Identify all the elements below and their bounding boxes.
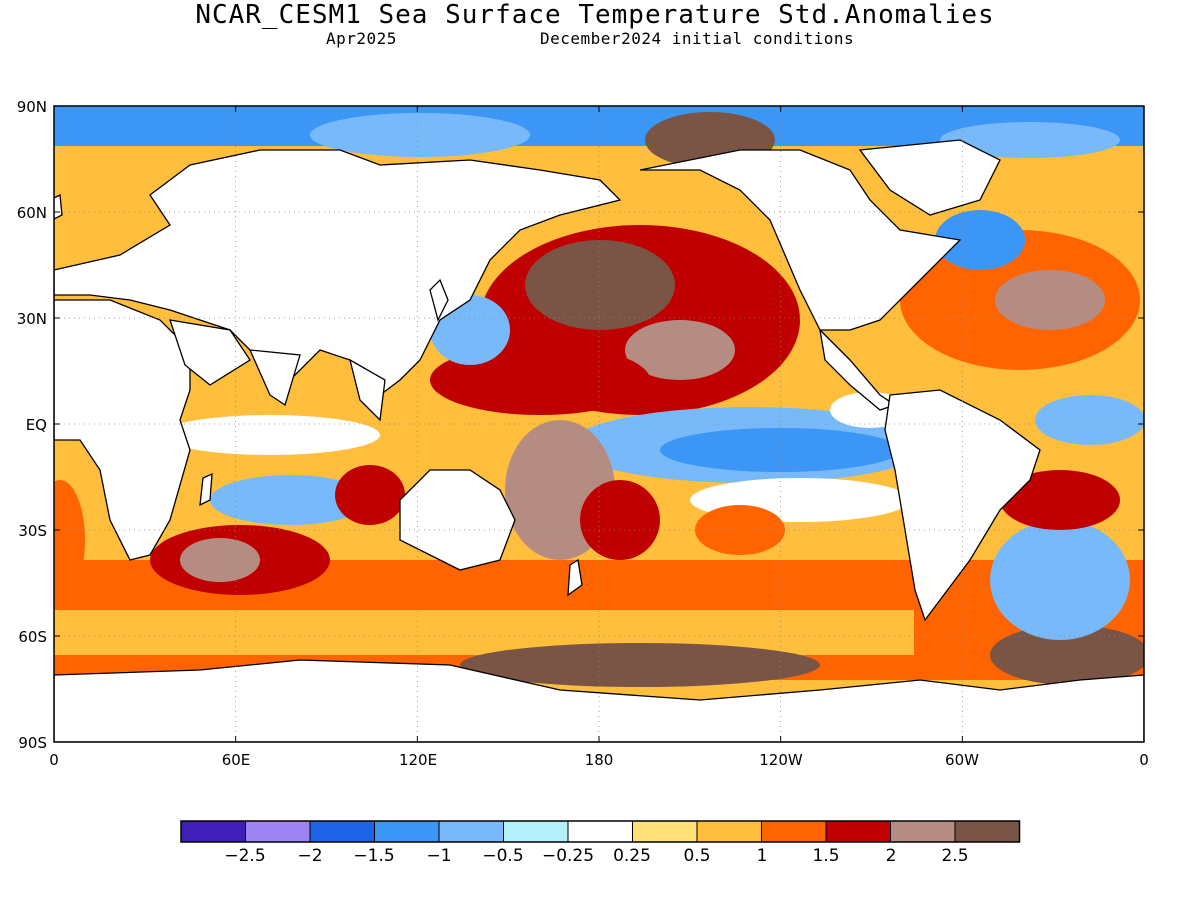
colorbar-label: 2.5 xyxy=(941,846,969,866)
axis-ticks xyxy=(53,105,1145,743)
lat-label-30n: 30N xyxy=(17,310,47,328)
anomaly-patch xyxy=(990,625,1144,685)
eurasia-land xyxy=(54,149,622,396)
colorbar-label: −1 xyxy=(426,846,452,866)
southeast-asia-land xyxy=(348,358,386,422)
colorbar-swatch xyxy=(761,820,827,843)
colorbar-swatch xyxy=(309,820,375,843)
colorbar-swatch xyxy=(245,820,311,843)
graticule xyxy=(54,106,1144,742)
colorbar-label: 1 xyxy=(756,846,768,866)
colorbar-label: −2.5 xyxy=(224,846,266,866)
lon-label-0: 0 xyxy=(49,751,59,769)
anomaly-patch xyxy=(940,122,1120,158)
lon-label-120e: 120E xyxy=(399,751,437,769)
anomaly-patch xyxy=(210,475,370,525)
anomaly-patch xyxy=(430,345,650,415)
anomaly-field xyxy=(54,106,1144,742)
colorbar-label: 2 xyxy=(885,846,897,866)
colorbar-label: 0.25 xyxy=(613,846,651,866)
land-masses xyxy=(54,139,1144,742)
south-america-land xyxy=(884,389,1041,622)
colorbar-swatch xyxy=(890,820,956,843)
colorbar-swatch xyxy=(180,820,246,843)
africa-land xyxy=(54,299,191,561)
colorbar-swatch xyxy=(374,820,440,843)
north-america-land xyxy=(639,149,962,331)
lon-label-60w: 60W xyxy=(945,751,979,769)
australia-land xyxy=(399,469,516,571)
anomaly-patch xyxy=(990,520,1130,640)
lat-label-60s: 60S xyxy=(18,628,47,646)
lon-label-180: 180 xyxy=(585,751,614,769)
lon-label-120w: 120W xyxy=(759,751,803,769)
lon-label-60e: 60E xyxy=(222,751,251,769)
colorbar-swatch xyxy=(825,820,891,843)
colorbar-label: −0.25 xyxy=(541,846,595,866)
anomaly-patch xyxy=(310,113,530,157)
madagascar-land xyxy=(199,472,213,507)
lat-label-90s: 90S xyxy=(18,734,47,752)
init-conditions-label: December2024 initial conditions xyxy=(540,29,855,48)
colorbar-swatch xyxy=(696,820,762,843)
colorbar-label: −1.5 xyxy=(353,846,395,866)
anomaly-patch xyxy=(160,415,380,455)
lat-label-30s: 30S xyxy=(18,522,47,540)
lat-label-90n: 90N xyxy=(17,98,47,116)
anomaly-patch xyxy=(525,240,675,330)
new-zealand-land xyxy=(567,558,583,597)
valid-month-label: Apr2025 xyxy=(326,29,397,48)
colorbar-label: −0.5 xyxy=(482,846,524,866)
colorbar-swatch xyxy=(632,820,698,843)
british-isles-land xyxy=(54,193,63,220)
colorbar-swatch xyxy=(567,820,633,843)
anomaly-patch xyxy=(1035,395,1144,445)
anomaly-patch xyxy=(54,480,85,600)
southern-ocean-band xyxy=(54,610,914,655)
anomaly-patch xyxy=(335,465,405,525)
colorbar-swatch xyxy=(954,820,1020,843)
anomaly-patch xyxy=(180,538,260,582)
japan-land xyxy=(429,278,449,322)
chart-title: NCAR_CESM1 Sea Surface Temperature Std.A… xyxy=(195,0,995,30)
colorbar-swatch xyxy=(503,820,569,843)
greenland-land xyxy=(858,139,1001,216)
anomaly-patch xyxy=(625,320,735,380)
colorbar-label: −2 xyxy=(297,846,323,866)
arabia-land xyxy=(169,319,251,386)
lat-label-60n: 60N xyxy=(17,204,47,222)
anomaly-patch xyxy=(460,643,820,687)
anomaly-patch xyxy=(660,428,900,472)
anomaly-patch xyxy=(995,270,1105,330)
lon-label-0-east: 0 xyxy=(1139,751,1149,769)
colorbar-label: 0.5 xyxy=(683,846,711,866)
anomaly-patch xyxy=(935,210,1025,270)
central-america-land xyxy=(819,328,897,411)
colorbar-label: 1.5 xyxy=(812,846,840,866)
colorbar xyxy=(180,820,1021,843)
india-land xyxy=(248,349,301,407)
anomaly-patch xyxy=(580,480,660,560)
colorbar-frame xyxy=(180,820,1021,843)
anomaly-patch xyxy=(1000,470,1120,530)
lat-label-eq: EQ xyxy=(26,416,47,434)
colorbar-swatch xyxy=(438,820,504,843)
